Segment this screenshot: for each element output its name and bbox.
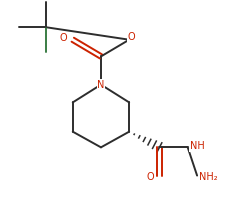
Text: N: N	[97, 80, 105, 90]
Text: O: O	[59, 33, 67, 43]
Text: NH: NH	[190, 141, 205, 151]
Text: O: O	[127, 32, 135, 42]
Text: NH₂: NH₂	[199, 172, 218, 182]
Text: O: O	[146, 172, 154, 182]
